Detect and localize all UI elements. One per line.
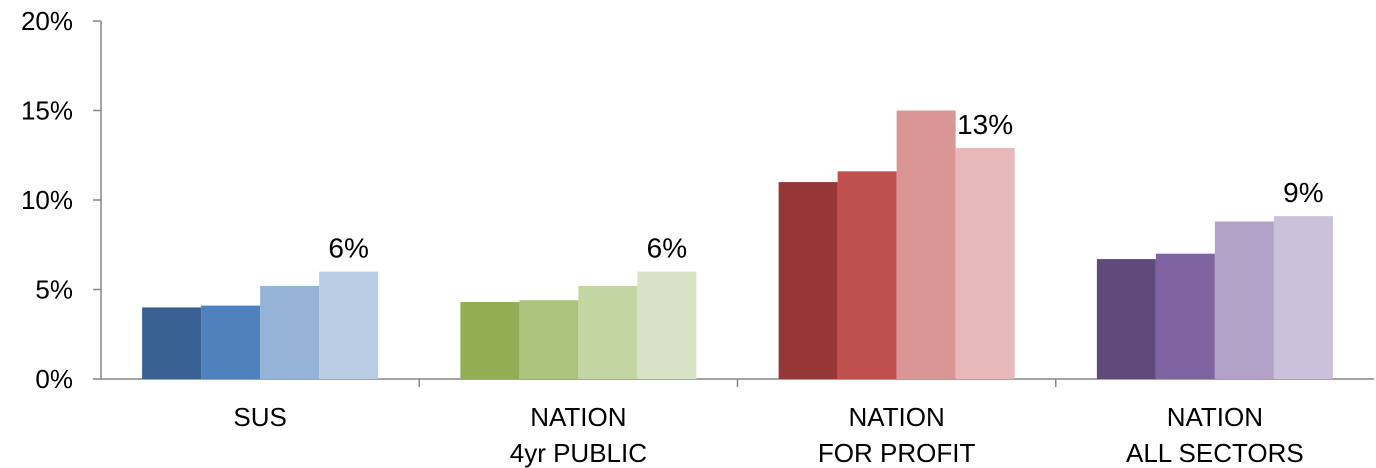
y-tick-label: 0% [35, 364, 73, 394]
bar [1273, 216, 1333, 379]
data-labels: 6% 6% 13% 9% [328, 109, 1323, 264]
bar [260, 285, 320, 379]
bar [519, 300, 579, 379]
bar [142, 307, 202, 379]
y-tick-label: 15% [21, 96, 73, 126]
x-category-label: 4yr PUBLIC [510, 438, 647, 468]
bar [1214, 221, 1274, 379]
bar [1096, 259, 1156, 379]
bar [778, 182, 838, 379]
x-category-label: SUS [233, 402, 286, 432]
bar [319, 271, 379, 379]
bar [837, 171, 897, 379]
bar [578, 285, 638, 379]
x-axis: SUS NATION 4yr PUBLIC NATION FOR PROFIT NATIO… [101, 378, 1374, 468]
data-label: 6% [328, 233, 368, 264]
y-tick-label: 20% [21, 6, 73, 36]
data-label: 13% [957, 109, 1013, 140]
x-category-label: ALL SECTORS [1126, 438, 1304, 468]
bar-groups [142, 110, 1333, 379]
bar [1155, 253, 1215, 379]
data-label: 6% [647, 233, 687, 264]
bar [460, 302, 520, 379]
x-category-label: NATION [1167, 402, 1263, 432]
bar [201, 305, 261, 379]
y-tick-label: 10% [21, 185, 73, 215]
x-category-label: FOR PROFIT [818, 438, 976, 468]
y-tick-label: 5% [35, 275, 73, 305]
bar [637, 271, 697, 379]
x-category-label: NATION [530, 402, 626, 432]
bar [896, 110, 956, 379]
bar [955, 148, 1015, 379]
x-category-label: NATION [848, 402, 944, 432]
data-label: 9% [1283, 177, 1323, 208]
y-axis: 0% 5% 10% 15% 20% [21, 6, 102, 394]
